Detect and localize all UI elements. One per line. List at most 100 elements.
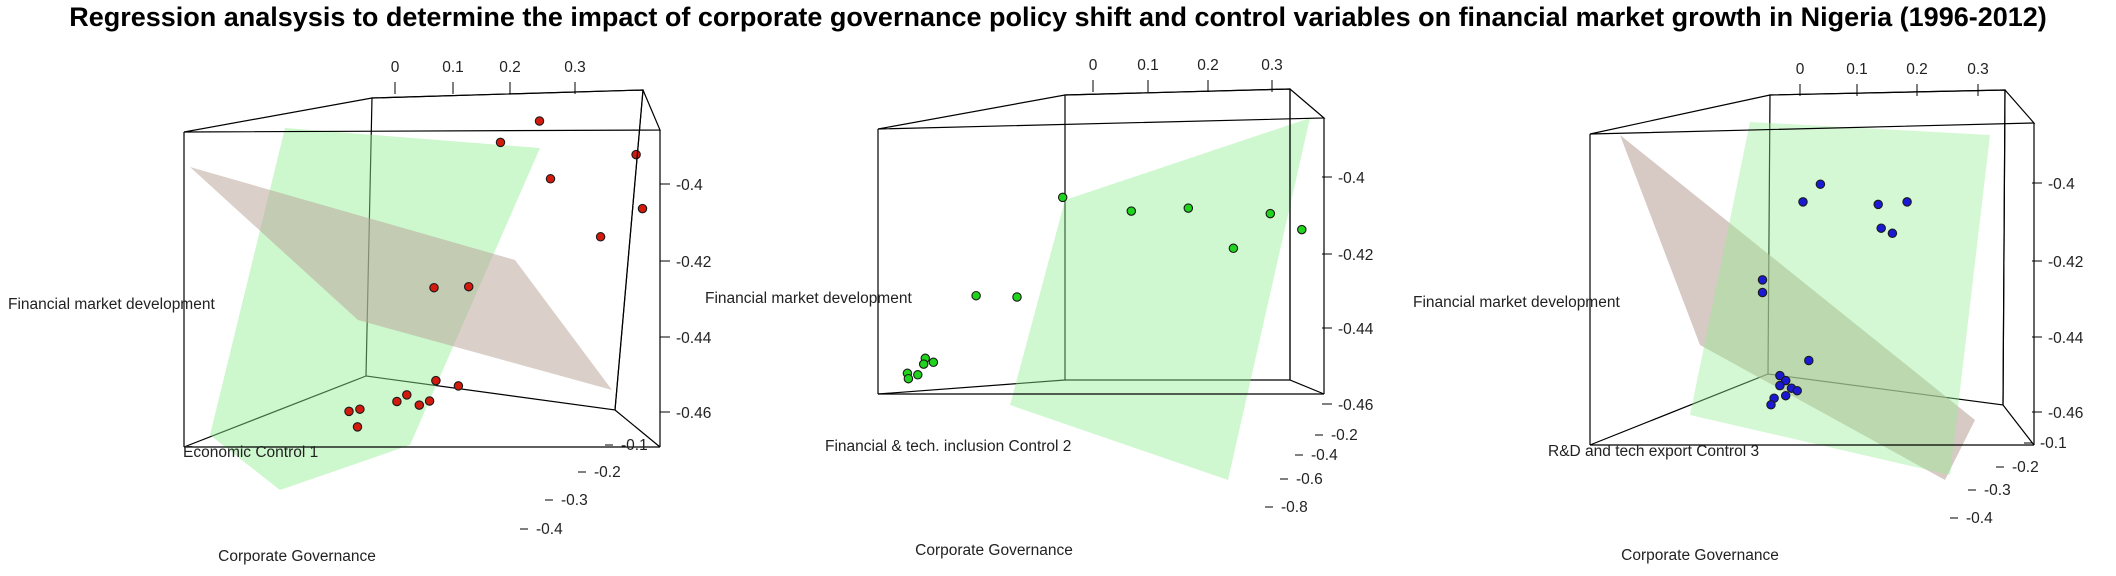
box-edge — [614, 409, 661, 448]
data-point — [1902, 197, 1912, 207]
x-tick-label: 0.2 — [1906, 61, 1928, 78]
box-edge — [1589, 373, 1769, 446]
z-axis-label: Financial market development — [705, 290, 912, 307]
z-axis-label: Financial market development — [8, 296, 215, 313]
data-point — [1012, 292, 1022, 302]
regression-plane-2 — [1690, 122, 1990, 475]
y-axis-label: Financial & tech. inclusion Control 2 — [825, 438, 1071, 455]
data-point — [414, 400, 425, 410]
box-top — [183, 89, 661, 133]
panel-3: 0 0.1 0.2 0.3 -0.1-0.2-0.3 -0.4 -0.4 -0.42 -0.44… — [1413, 61, 2084, 564]
box-edge — [2002, 89, 2006, 406]
z-tick-label: -0.44 — [676, 330, 712, 347]
z-tick-label: -0.4 — [676, 177, 703, 194]
box-edge — [183, 375, 367, 448]
x-tick-label: 0.3 — [1967, 61, 1989, 78]
data-point — [1815, 179, 1826, 189]
box-edge — [614, 89, 644, 411]
chart-title: Regression analsysis to determine the im… — [69, 2, 2047, 32]
data-point — [928, 357, 939, 368]
x-tick-label: 0.1 — [1846, 61, 1868, 78]
data-point — [495, 137, 506, 148]
data-point — [344, 406, 354, 417]
data-point — [1757, 287, 1768, 298]
data-point — [1798, 197, 1808, 207]
data-point — [1057, 192, 1068, 203]
box-edge — [877, 379, 1066, 395]
data-point — [1876, 223, 1886, 233]
z-tick-label: -0.4 — [2048, 176, 2075, 193]
box-edge — [2002, 404, 2035, 446]
x-tick-label: 0 — [1089, 57, 1098, 74]
data-point — [355, 404, 365, 414]
data-point — [463, 281, 474, 292]
z-tick-label: -0.46 — [676, 405, 711, 422]
y-tick-label: -0.1 — [2040, 435, 2067, 452]
data-point — [1183, 203, 1194, 213]
x-axis-label: Corporate Governance — [218, 548, 376, 565]
regression-plane-1 — [1620, 135, 1975, 480]
data-point — [631, 149, 641, 160]
x-tick-label: 0.3 — [1261, 57, 1283, 74]
x-tick-label: 0 — [1796, 61, 1805, 78]
data-point — [1887, 228, 1898, 239]
data-point — [1126, 206, 1137, 216]
x-tick-label: 0.2 — [1197, 57, 1219, 74]
x-axis-label: Corporate Governance — [915, 542, 1073, 559]
data-point — [429, 282, 439, 293]
x-tick-label: 0 — [391, 59, 400, 76]
data-point — [453, 381, 464, 391]
data-point — [918, 359, 929, 369]
z-tick-label: -0.44 — [1338, 321, 1374, 338]
data-point — [971, 290, 981, 301]
y-tick-label: -0.2 — [594, 464, 621, 481]
data-point — [1804, 355, 1814, 366]
z-tick-label: -0.42 — [676, 254, 711, 271]
data-point — [637, 203, 648, 214]
data-point — [595, 232, 606, 242]
data-point — [392, 396, 402, 407]
data-point — [1873, 199, 1883, 210]
data-point — [402, 390, 412, 400]
data-point — [534, 116, 545, 126]
y-tick-label: -0.2 — [1331, 427, 1358, 444]
y-tick-label: -0.4 — [536, 521, 563, 538]
data-point — [1780, 390, 1791, 401]
z-tick-label: -0.46 — [1338, 397, 1373, 414]
box-top — [877, 88, 1326, 130]
z-axis-label: Financial market development — [1413, 294, 1620, 311]
data-point — [352, 422, 363, 432]
data-point — [1766, 400, 1776, 410]
y-tick-label: -0.4 — [1311, 447, 1338, 464]
regression-plane-2 — [190, 167, 612, 390]
data-point — [1297, 224, 1307, 235]
panel-1: 0 0.1 0.2 0.3 -0.1-0.2 -0.3 -0.4 -0.4 -0.42 -0.44… — [8, 59, 712, 565]
panel-2: 0 0.1 0.2 0.3 -0.2 -0.4 -0.6 -0.8 -0.4 -0.42 -0.44… — [705, 57, 1374, 559]
regression-plane-1 — [1010, 118, 1310, 480]
data-point — [1757, 275, 1768, 285]
y-tick-label: -0.8 — [1281, 499, 1308, 516]
x-axis-label: Corporate Governance — [1621, 547, 1779, 564]
data-point — [424, 396, 435, 406]
data-point — [1775, 380, 1785, 391]
data-point — [1792, 385, 1802, 396]
z-tick-label: -0.4 — [1338, 170, 1365, 187]
y-axis-label: R&D and tech export Control 3 — [1548, 443, 1759, 460]
z-tick-label: -0.44 — [2048, 330, 2084, 347]
x-tick-label: 0.1 — [1137, 57, 1159, 74]
x-tick-label: 0.3 — [564, 59, 586, 76]
data-point — [903, 373, 914, 384]
box-edge — [1289, 379, 1325, 395]
y-tick-label: -0.6 — [1296, 471, 1323, 488]
y-tick-label: -0.4 — [1966, 510, 1993, 527]
y-tick-label: -0.2 — [2012, 459, 2039, 476]
data-point — [913, 370, 923, 380]
y-tick-label: -0.3 — [561, 492, 588, 509]
z-tick-label: -0.46 — [2048, 405, 2083, 422]
z-tick-label: -0.42 — [2048, 254, 2083, 271]
x-tick-label: 0.1 — [442, 59, 464, 76]
y-tick-label: -0.3 — [1984, 482, 2011, 499]
data-point — [431, 375, 441, 386]
data-point — [1265, 208, 1276, 219]
